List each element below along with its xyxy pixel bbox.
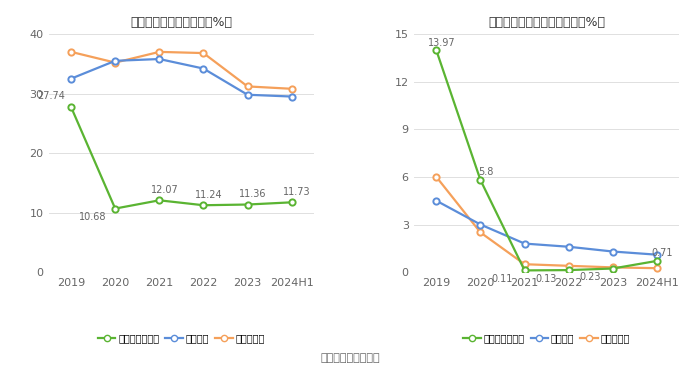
Text: 数据来源：恒生聚源: 数据来源：恒生聚源	[320, 353, 380, 363]
Text: 11.36: 11.36	[239, 189, 267, 199]
Text: 0.11: 0.11	[491, 274, 513, 284]
Text: 0.23: 0.23	[580, 273, 601, 282]
Text: 0.13: 0.13	[536, 274, 557, 284]
Text: 5.8: 5.8	[478, 167, 493, 177]
Text: 12.07: 12.07	[151, 185, 178, 195]
Text: 13.97: 13.97	[428, 37, 456, 48]
Text: 27.74: 27.74	[38, 91, 66, 101]
Title: 近年来有息资产负债率情况（%）: 近年来有息资产负债率情况（%）	[488, 15, 605, 29]
Text: 11.24: 11.24	[195, 190, 223, 200]
Text: 11.73: 11.73	[284, 187, 311, 197]
Legend: 公司资产负债率, 行业均值, 行业中位数: 公司资产负债率, 行业均值, 行业中位数	[94, 329, 269, 347]
Title: 近年来资产负债率情况（%）: 近年来资产负债率情况（%）	[130, 15, 232, 29]
Text: 10.68: 10.68	[79, 212, 106, 223]
Legend: 有息资产负债率, 行业均值, 行业中位数: 有息资产负债率, 行业均值, 行业中位数	[459, 329, 634, 347]
Text: 0.71: 0.71	[652, 248, 673, 258]
